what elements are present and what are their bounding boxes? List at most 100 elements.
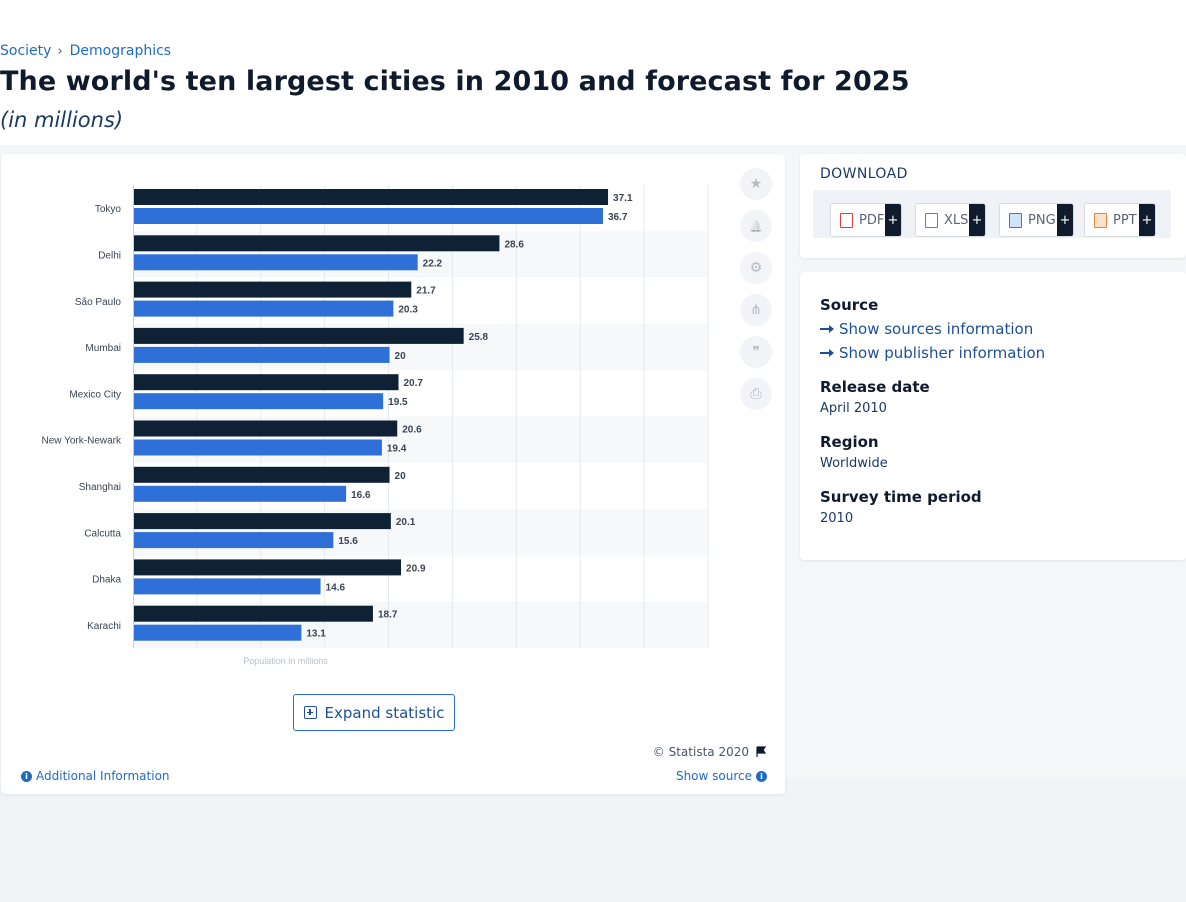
breadcrumb-society[interactable]: Society [0, 43, 52, 59]
gear-icon: ⚙ [749, 260, 763, 276]
quote-icon: ❞ [752, 344, 760, 360]
info-icon: i [21, 770, 32, 782]
data-label: 36.7 [608, 212, 628, 223]
flag-icon[interactable] [755, 746, 767, 758]
png-plus: + [1057, 204, 1073, 236]
chart-toolbar: ★ 🔔 ⚙ ⋔ ❞ ⎙ [740, 168, 772, 420]
data-label: 22.2 [423, 258, 443, 269]
bell-icon: 🔔 [749, 219, 763, 233]
show-source-link[interactable]: Show source i [676, 769, 767, 783]
category-label: New York-Newark [42, 436, 122, 447]
xls-plus: + [969, 204, 985, 236]
bar-2010 [134, 466, 390, 483]
category-label: Mumbai [85, 343, 121, 354]
header-band [0, 0, 1186, 145]
data-label: 14.6 [326, 582, 346, 593]
png-label: PNG [1028, 212, 1056, 228]
expand-statistic-button[interactable]: Expand statistic [293, 694, 455, 731]
download-buttons: PDF + XLS + PNG + PPT + [813, 190, 1171, 238]
ppt-file-icon [1094, 212, 1107, 228]
bar-2025 [134, 300, 394, 317]
data-label: 21.7 [416, 286, 436, 297]
data-label: 28.6 [504, 239, 524, 250]
show-publisher-link[interactable]: Show publisher information [820, 344, 1045, 362]
bar-2025 [134, 208, 603, 224]
download-card: DOWNLOAD PDF + XLS + PNG + PPT + [800, 154, 1186, 258]
xls-label: XLS [944, 212, 969, 228]
bar-2025 [134, 346, 390, 363]
chart-card: Tokyo 37.1 36.7 Delhi 28.6 22.2 São Paulo 21.7 2… [1, 154, 785, 794]
bar-2025 [134, 254, 418, 271]
bar-2010 [134, 605, 373, 622]
png-file-icon [1009, 212, 1022, 228]
data-label: 16.6 [351, 490, 371, 501]
data-label: 15.6 [338, 536, 358, 547]
star-icon: ★ [749, 176, 763, 192]
ppt-plus: + [1139, 204, 1155, 236]
notification-button[interactable]: 🔔 [740, 210, 772, 242]
download-title: DOWNLOAD [820, 166, 908, 182]
data-label: 13.1 [306, 629, 326, 640]
bar-2010 [134, 374, 399, 391]
data-label: 19.4 [387, 444, 407, 455]
cite-button[interactable]: ❞ [740, 336, 772, 368]
x-axis-label: Population in millions [243, 656, 328, 666]
bar-2010 [134, 327, 464, 344]
category-label: Shanghai [79, 482, 121, 493]
download-xls-button[interactable]: XLS + [915, 203, 986, 237]
info-icon: i [756, 770, 767, 782]
bar-2010 [134, 420, 398, 437]
region-value: Worldwide [820, 456, 888, 471]
additional-info-link[interactable]: i Additional Information [21, 769, 170, 783]
print-button[interactable]: ⎙ [740, 378, 772, 410]
share-icon: ⋔ [750, 302, 762, 318]
bar-2025 [134, 485, 347, 502]
breadcrumb-separator: › [57, 43, 63, 59]
category-label: Dhaka [92, 575, 121, 586]
data-label: 20 [395, 471, 407, 482]
page-title: The world's ten largest cities in 2010 a… [0, 66, 910, 97]
data-label: 20.1 [396, 517, 416, 528]
show-publisher-label: Show publisher information [839, 344, 1046, 362]
category-label: Tokyo [95, 204, 122, 215]
survey-period-value: 2010 [820, 511, 854, 526]
data-label: 20.3 [398, 305, 418, 316]
category-label: Delhi [98, 250, 121, 261]
category-label: Calcutta [84, 528, 121, 539]
category-label: Mexico City [69, 389, 121, 400]
pdf-file-icon [840, 212, 853, 228]
pdf-plus: + [885, 204, 901, 236]
expand-icon [303, 706, 317, 719]
release-date-value: April 2010 [820, 401, 887, 416]
download-png-button[interactable]: PNG + [999, 203, 1074, 237]
share-button[interactable]: ⋔ [740, 294, 772, 326]
copyright: © Statista 2020 [653, 745, 767, 759]
download-pdf-button[interactable]: PDF + [830, 203, 902, 237]
download-ppt-button[interactable]: PPT + [1084, 203, 1156, 237]
data-label: 18.7 [378, 610, 398, 621]
show-sources-label: Show sources information [839, 320, 1034, 338]
show-source-label: Show source [675, 769, 752, 783]
bar-2025 [134, 624, 302, 641]
breadcrumb-demographics[interactable]: Demographics [69, 43, 172, 59]
ppt-label: PPT [1113, 212, 1137, 228]
arrow-right-icon [820, 349, 834, 357]
bar-2025 [134, 439, 382, 456]
data-label: 20 [395, 351, 407, 362]
xls-file-icon [925, 212, 938, 228]
bar-2025 [134, 532, 334, 549]
bar-2010 [134, 235, 500, 252]
print-icon: ⎙ [750, 386, 762, 402]
favorite-button[interactable]: ★ [740, 168, 772, 200]
data-label: 20.6 [402, 425, 422, 436]
settings-button[interactable]: ⚙ [740, 252, 772, 284]
bar-2010 [134, 281, 412, 298]
category-label: São Paulo [75, 297, 122, 308]
data-label: 20.9 [406, 563, 426, 574]
page-subtitle: (in millions) [0, 108, 124, 132]
copyright-text: © Statista 2020 [652, 745, 749, 759]
breadcrumb: Society › Demographics [0, 43, 171, 59]
release-date-label: Release date [820, 378, 930, 396]
info-card: Source Show sources information Show pub… [800, 272, 1186, 560]
show-sources-link[interactable]: Show sources information [820, 320, 1033, 338]
